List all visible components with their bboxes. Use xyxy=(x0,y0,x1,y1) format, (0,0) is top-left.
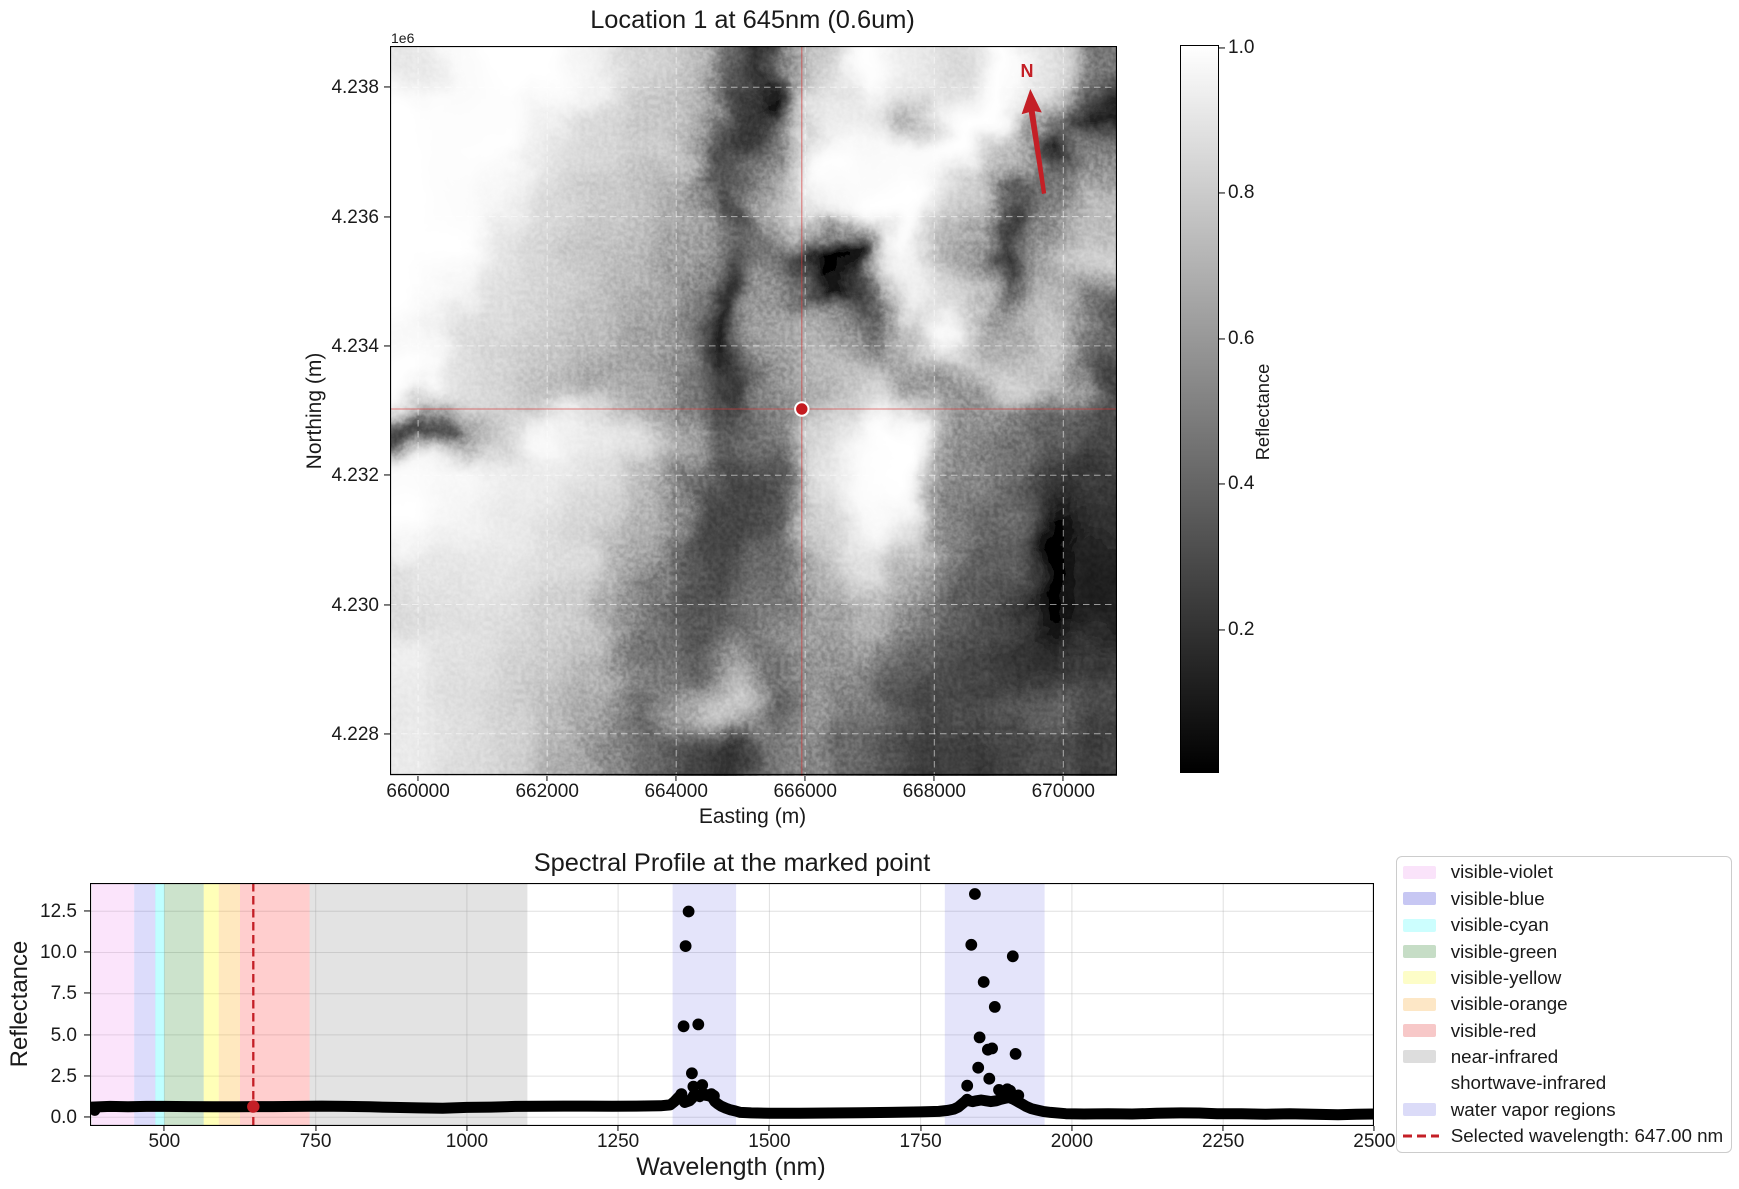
svg-text:N: N xyxy=(1021,61,1034,81)
